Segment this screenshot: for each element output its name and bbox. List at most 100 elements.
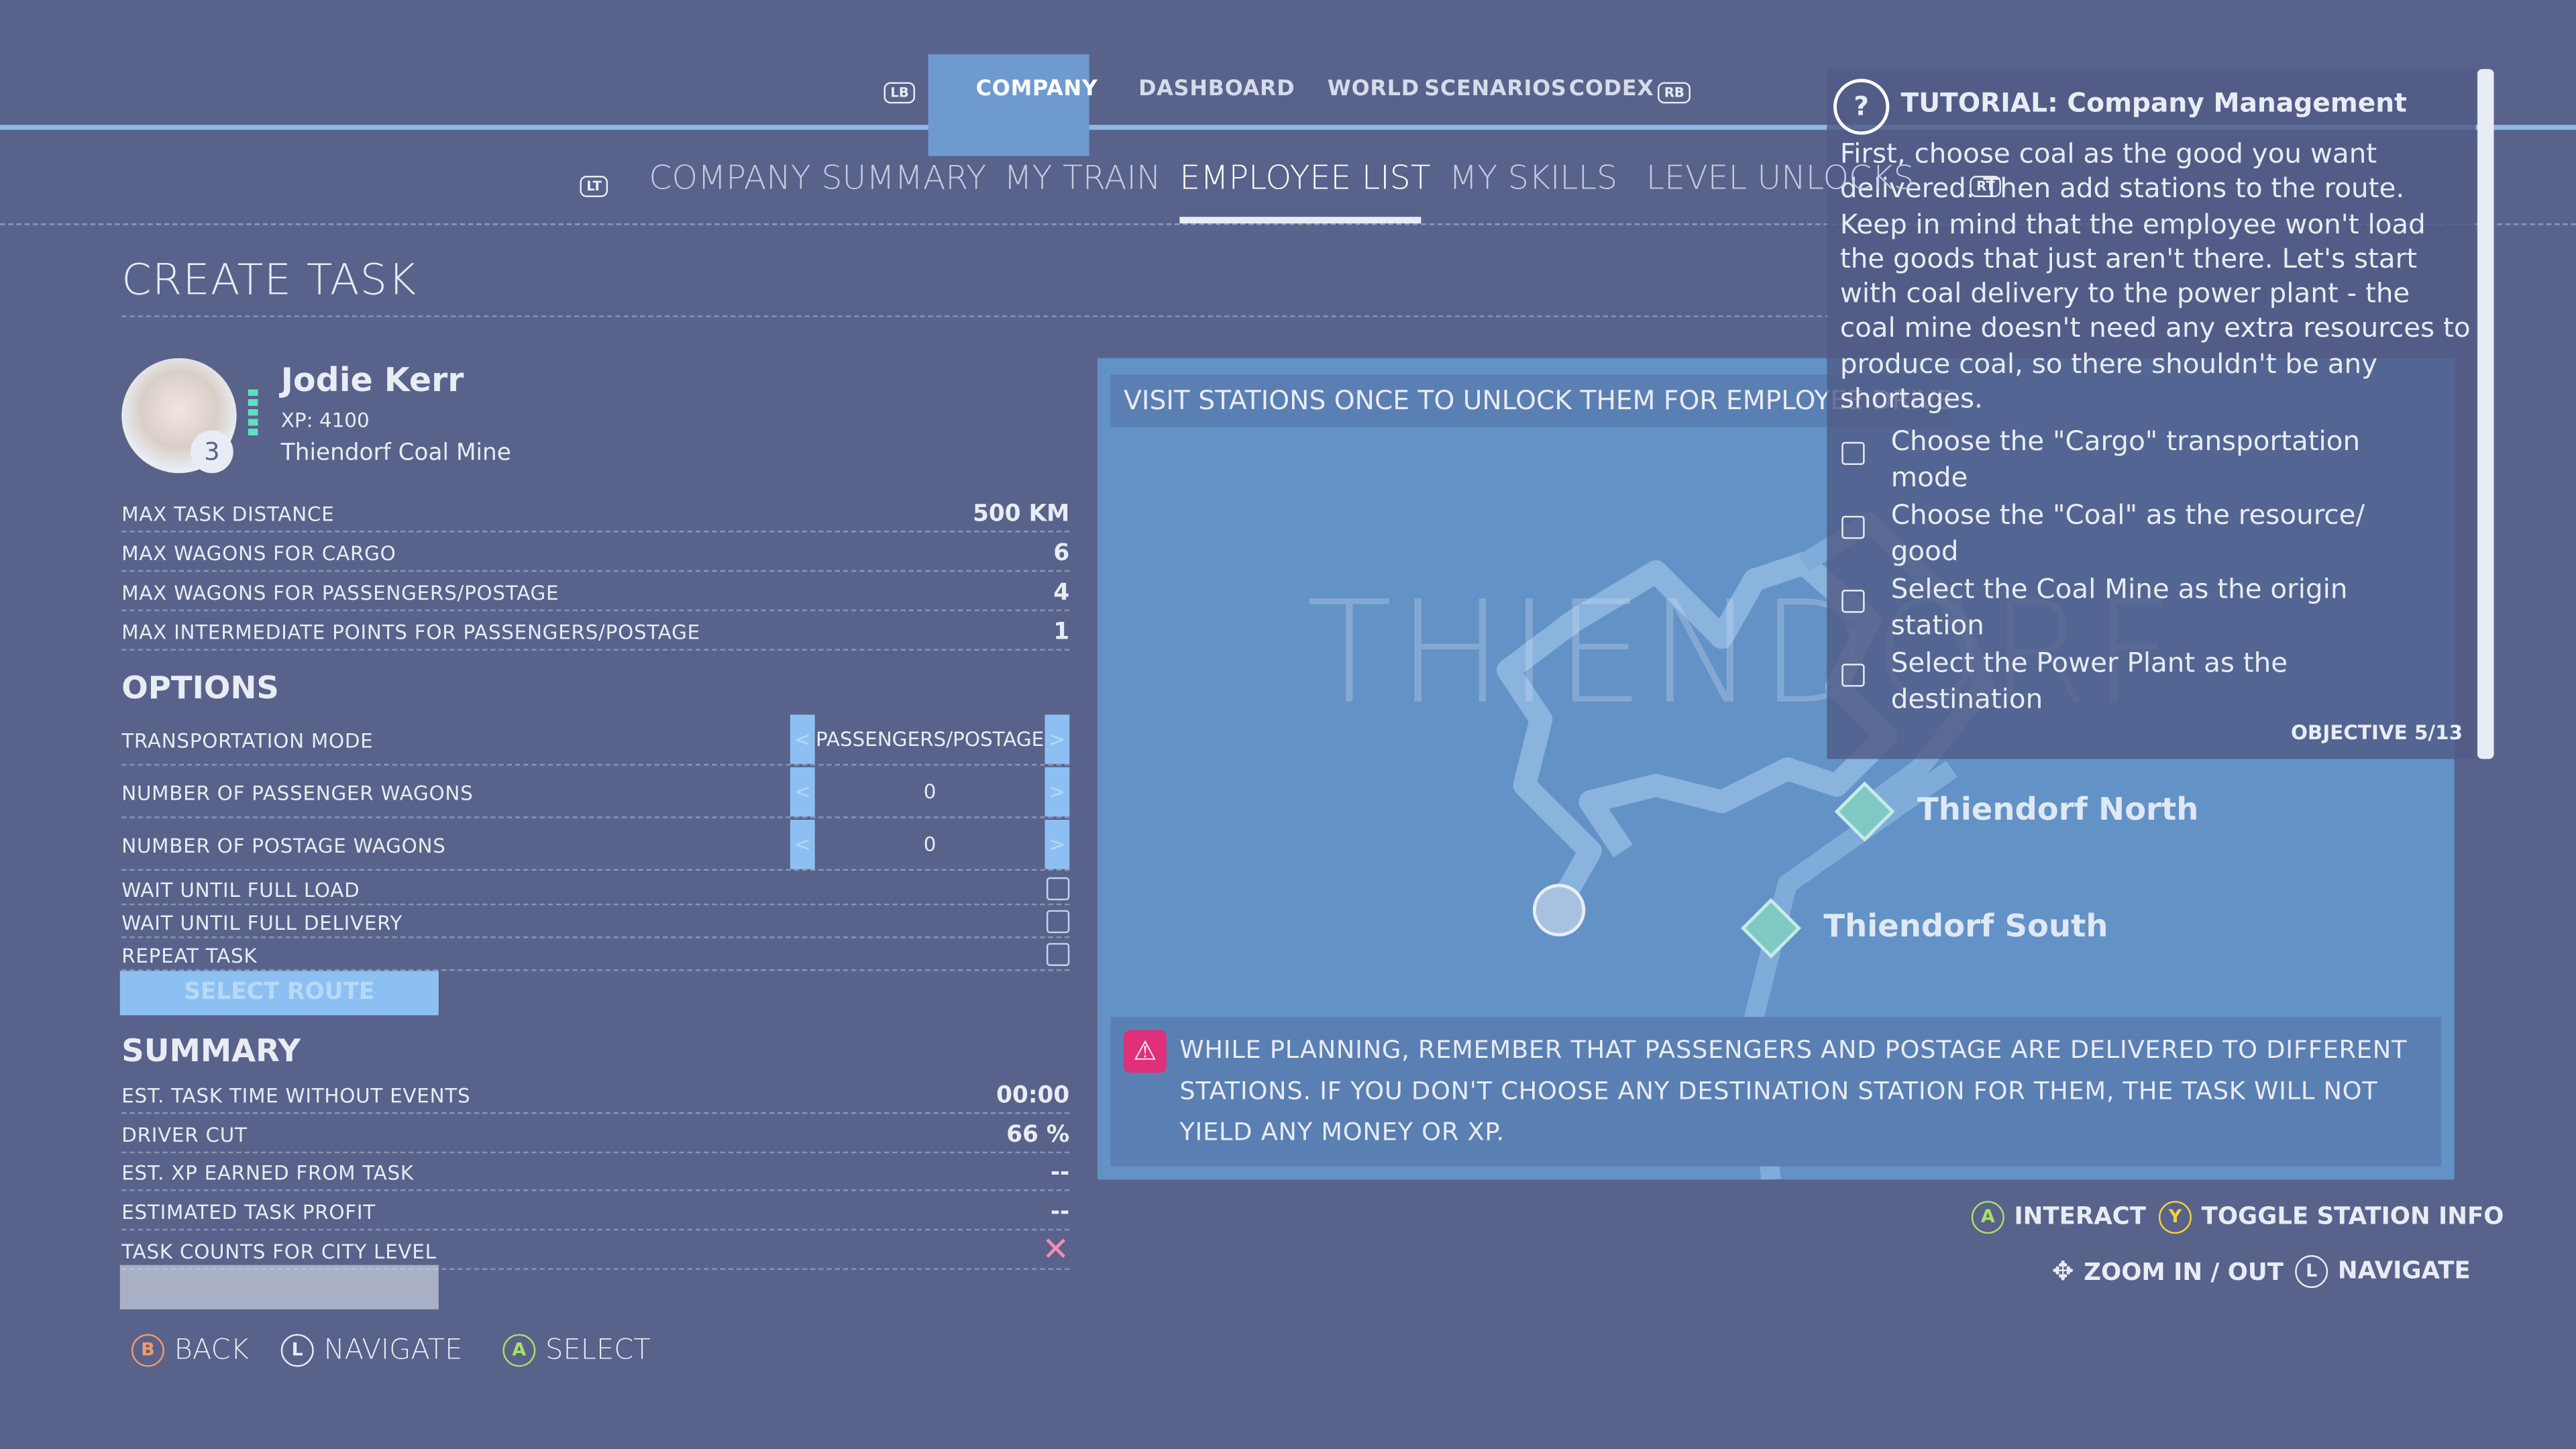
limit-label: MAX WAGONS FOR PASSENGERS/POSTAGE (121, 581, 559, 605)
tutorial-scrollbar (2477, 68, 2494, 759)
control-hint: L NAVIGATE (2295, 1255, 2471, 1289)
hint-label: NAVIGATE (323, 1334, 463, 1367)
arrow-left[interactable]: < (790, 767, 815, 817)
option-label: TRANSPORTATION MODE (121, 729, 374, 753)
nav-tab[interactable]: COMPANY (975, 77, 1098, 102)
checkbox-label: WAIT UNTIL FULL LOAD (121, 879, 360, 902)
option-value: 0 (923, 833, 936, 856)
warning-icon: ⚠ (1124, 1030, 1167, 1073)
trigger-button: RT (1970, 176, 2002, 197)
checkbox[interactable] (1046, 877, 1070, 901)
arrow-left[interactable]: < (790, 714, 815, 764)
summary-row: DRIVER CUT 66 % (121, 1115, 1070, 1153)
subnav-tab[interactable]: EMPLOYEE LIST (1179, 158, 1431, 197)
limit-label: MAX INTERMEDIATE POINTS FOR PASSENGERS/P… (121, 621, 700, 645)
summary-row: EST. XP EARNED FROM TASK -- (121, 1154, 1070, 1192)
warning-text: WHILE PLANNING, REMEMBER THAT PASSENGERS… (1179, 1034, 2408, 1147)
subnav-tab[interactable]: LEVEL UNLOCKS (1646, 158, 1915, 197)
summary-title: SUMMARY (121, 1033, 301, 1070)
hint-label: BACK (174, 1334, 249, 1367)
tutorial-panel: ? TUTORIAL: Company Management First, ch… (1827, 68, 2476, 759)
tutorial-title: TUTORIAL: Company Management (1900, 87, 2407, 119)
arrow-right[interactable]: > (1044, 714, 1070, 764)
nav-tab[interactable]: DASHBOARD (1138, 77, 1295, 102)
summary-row: EST. TASK TIME WITHOUT EVENTS 00:00 (121, 1076, 1070, 1114)
nav-tab[interactable]: SCENARIOS (1424, 77, 1567, 102)
rail-line (1497, 551, 1898, 914)
checkbox-label: WAIT UNTIL FULL DELIVERY (121, 912, 403, 935)
objective-checkbox (1841, 441, 1865, 466)
select-route-button[interactable]: SELECT ROUTE (119, 971, 439, 1016)
subnav-tab[interactable]: MY TRAIN (1004, 158, 1161, 197)
option-row: TRANSPORTATION MODE < > PASSENGERS/POSTAGE (121, 714, 1070, 766)
gamepad-button: L (2295, 1255, 2328, 1289)
options-title: OPTIONS (121, 670, 279, 707)
checkbox[interactable] (1046, 910, 1070, 934)
employee-marker (1532, 883, 1586, 936)
summary-value: 00:00 (996, 1082, 1070, 1110)
bumper-button: RB (1658, 82, 1691, 104)
tutorial-progress: OBJECTIVE 5/13 (2290, 721, 2463, 745)
summary-label: EST. XP EARNED FROM TASK (121, 1162, 414, 1185)
objective-checkbox (1841, 663, 1865, 687)
arrow-left[interactable]: < (790, 820, 815, 869)
confirm-button[interactable] (119, 1265, 439, 1309)
tutorial-text: First, choose coal as the good you want … (1839, 138, 2471, 415)
station-icon (1834, 781, 1895, 842)
limit-value: 500 KM (973, 500, 1070, 528)
subnav-tab[interactable]: MY SKILLS (1449, 158, 1618, 197)
hint-label: ZOOM IN / OUT (2084, 1260, 2284, 1287)
arrow-right[interactable]: > (1044, 820, 1070, 869)
checkbox-row: WAIT UNTIL FULL LOAD (121, 874, 1070, 906)
hint-label: NAVIGATE (2337, 1258, 2471, 1285)
summary-label: TASK COUNTS FOR CITY LEVEL (121, 1240, 437, 1263)
option-row: NUMBER OF POSTAGE WAGONS < >0 (121, 820, 1070, 871)
subnav-divider (0, 223, 2576, 225)
heading-divider (121, 315, 1831, 317)
nav-tab[interactable]: WORLD (1327, 77, 1419, 102)
nav-tab[interactable]: CODEX (1568, 77, 1654, 102)
dpad-icon: ✥ (2051, 1255, 2074, 1287)
gamepad-button: L (280, 1334, 314, 1367)
control-hint: A INTERACT (1971, 1201, 2146, 1234)
summary-row: TASK COUNTS FOR CITY LEVEL ✕ (121, 1228, 1070, 1270)
arrow-right[interactable]: > (1044, 767, 1070, 817)
limit-label: MAX WAGONS FOR CARGO (121, 542, 396, 566)
map-routes (1497, 513, 1995, 1180)
option-value: 0 (923, 780, 936, 804)
gamepad-button: Y (2158, 1201, 2192, 1234)
option-label: NUMBER OF PASSENGER WAGONS (121, 782, 474, 806)
top-bar-line (0, 125, 2576, 130)
control-hint: Y TOGGLE STATION INFO (2158, 1201, 2504, 1234)
summary-value: -- (1050, 1160, 1070, 1187)
objective-text: Select the Power Plant as the destinatio… (1890, 647, 2288, 715)
summary-value: 66 % (1006, 1121, 1070, 1148)
objective-checkbox (1841, 515, 1865, 539)
active-tab-bg (928, 54, 1089, 156)
checkbox-row: REPEAT TASK (121, 940, 1070, 971)
gamepad-button: A (1971, 1201, 2004, 1234)
control-hint: L NAVIGATE (280, 1334, 463, 1367)
summary-label: DRIVER CUT (121, 1123, 248, 1146)
station-label: Thiendorf North (1917, 792, 2199, 828)
tutorial-icon: ? (1833, 78, 1890, 135)
summary-label: EST. TASK TIME WITHOUT EVENTS (121, 1084, 471, 1108)
warning-box: ⚠ WHILE PLANNING, REMEMBER THAT PASSENGE… (1110, 1016, 2442, 1167)
limit-value: 1 (1053, 619, 1070, 646)
limit-value: 6 (1053, 540, 1070, 567)
gamepad-button: A (502, 1334, 536, 1367)
station-label: Thiendorf South (1823, 908, 2108, 945)
option-row: NUMBER OF PASSENGER WAGONS < >0 (121, 767, 1070, 818)
subnav-tab[interactable]: COMPANY SUMMARY (649, 158, 987, 197)
employee-name: Jodie Kerr (280, 360, 464, 400)
objective-text: Choose the "Coal" as the resource/ good (1890, 499, 2365, 567)
active-underline (1179, 217, 1421, 224)
checkbox[interactable] (1046, 943, 1070, 967)
limit-row: MAX INTERMEDIATE POINTS FOR PASSENGERS/P… (121, 612, 1070, 651)
limit-label: MAX TASK DISTANCE (121, 502, 335, 526)
employee-xp: XP: 4100 (280, 409, 370, 433)
hint-label: SELECT (545, 1334, 651, 1367)
map-panel: THIENDORF Thiendorf North Thiendorf Sout… (1097, 358, 2455, 1180)
